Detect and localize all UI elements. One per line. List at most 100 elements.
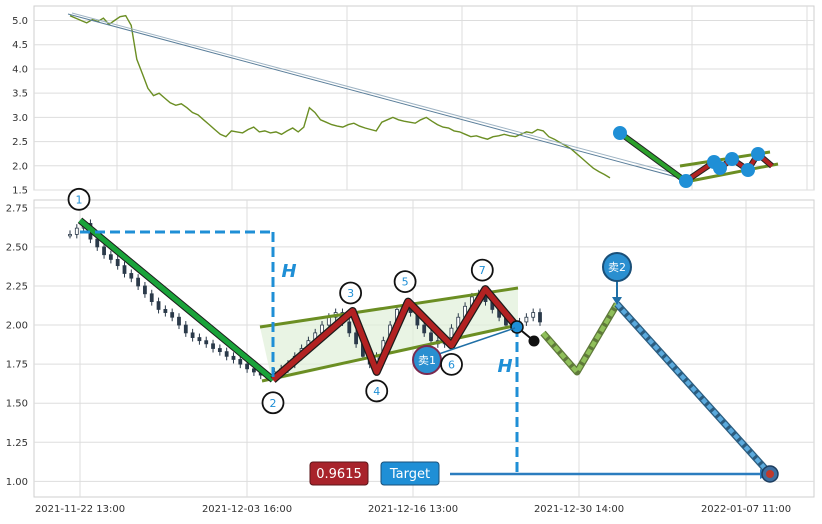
candle-body (163, 309, 168, 313)
pivot-marker (393, 270, 417, 294)
candle-body (74, 227, 79, 235)
candle-body (231, 355, 236, 360)
pivot-marker (365, 379, 389, 403)
candle-body (524, 316, 529, 323)
target-projection (615, 302, 772, 476)
detail-ytick-label: 1.50 (6, 399, 28, 410)
overview-pivot-bubble (613, 126, 627, 140)
detail-xtick-label: 2021-12-03 16:00 (202, 504, 292, 515)
candle-body (422, 324, 427, 334)
target-label: Target (389, 467, 430, 482)
detail-xtick-label: 2021-11-22 13:00 (35, 504, 125, 515)
candle-body (177, 316, 181, 326)
sell2-label: 卖2 (608, 261, 626, 274)
pivot-marker (440, 352, 463, 376)
sell1-pointer (426, 327, 516, 359)
down-leg (78, 218, 275, 382)
overview-ytick-label: 2.5 (12, 137, 28, 148)
detail-xtick-label: 2021-12-30 14:00 (534, 504, 624, 515)
pivot-number: 7 (479, 264, 486, 277)
candle-body (122, 265, 127, 274)
pivot-number: 4 (373, 385, 380, 398)
candle-body (197, 337, 202, 342)
pivot-number: 2 (270, 397, 277, 410)
candle-body (149, 293, 154, 303)
candle-body (238, 359, 243, 365)
pivot-marker (67, 187, 91, 211)
detail-ytick-label: 1.75 (6, 360, 28, 371)
detail-ytick-label: 2.00 (6, 321, 28, 332)
pivot-marker (339, 281, 363, 305)
candle-body (143, 285, 147, 295)
overview-ytick-label: 4.0 (12, 64, 28, 75)
sell2-arrowhead (612, 297, 622, 305)
overview-pivot-bubble (725, 152, 739, 166)
candle-body (538, 312, 542, 323)
candle-body (68, 233, 72, 237)
height-label-left: H (281, 261, 296, 282)
height-label-right: H (497, 356, 512, 377)
candle-body (183, 324, 188, 334)
zigzag-pattern (271, 286, 520, 382)
candle-body (170, 312, 175, 318)
candle-body (531, 312, 536, 318)
pivot-marker (470, 258, 494, 282)
detail-ytick-label: 2.75 (6, 203, 28, 214)
overview-pivot-bubble (679, 174, 693, 188)
pivot-marker (261, 391, 285, 415)
overview-trendline (71, 12, 685, 177)
overview-pivot-bubble (713, 161, 727, 175)
candle-body (156, 301, 161, 310)
candle-body (95, 238, 100, 248)
candle-body (211, 343, 215, 349)
candle-body (354, 332, 358, 345)
pivot-number: 6 (448, 358, 455, 371)
projection-path (541, 302, 619, 375)
sell1-label: 卖1 (418, 354, 436, 367)
candle-body (102, 246, 106, 256)
overview-pivot-bubble (751, 147, 765, 161)
overview-ytick-label: 4.5 (12, 40, 28, 51)
candle-body (129, 273, 134, 279)
sell2-bubble (602, 252, 632, 282)
candle-body (224, 351, 229, 357)
candle-body (347, 321, 352, 334)
pivot-number: 5 (402, 276, 409, 289)
breakout-marker (528, 335, 540, 347)
candle-body (449, 327, 454, 338)
candle-body (136, 277, 141, 287)
candle-body (108, 254, 113, 260)
target-box (380, 461, 440, 486)
channel-lower-line (261, 323, 519, 383)
pivot-number: 1 (76, 193, 83, 206)
candle-body (245, 363, 250, 370)
overview-down-leg (618, 131, 686, 182)
overview-ytick-label: 5.0 (12, 16, 28, 27)
breakout-bubble (510, 320, 524, 334)
candle-body (326, 316, 331, 326)
candle-body (115, 258, 120, 267)
candle-body (217, 348, 222, 353)
detail-xtick-label: 2022-01-07 11:00 (701, 504, 791, 515)
overview-pivot-bubble (741, 163, 755, 177)
overview-ytick-label: 2.0 (12, 161, 28, 172)
overview-ytick-label: 3.5 (12, 89, 28, 100)
pivot-number: 3 (347, 287, 354, 300)
overview-trendline (67, 13, 681, 179)
channel-upper-line (259, 286, 519, 329)
detail-ytick-label: 1.00 (6, 477, 28, 488)
overview-ytick-label: 3.0 (12, 113, 28, 124)
detail-xtick-label: 2021-12-16 13:00 (368, 504, 458, 515)
overview-ytick-label: 1.5 (12, 186, 28, 197)
target-point-core (766, 470, 774, 478)
detail-ytick-label: 1.25 (6, 438, 28, 449)
target-value-box (309, 461, 369, 486)
overview-channel-line (679, 162, 779, 185)
candle-body (252, 368, 256, 373)
candle-body (204, 340, 209, 345)
target-value-label: 0.9615 (316, 467, 362, 482)
detail-ytick-label: 2.25 (6, 281, 28, 292)
detail-ytick-label: 2.50 (6, 242, 28, 253)
